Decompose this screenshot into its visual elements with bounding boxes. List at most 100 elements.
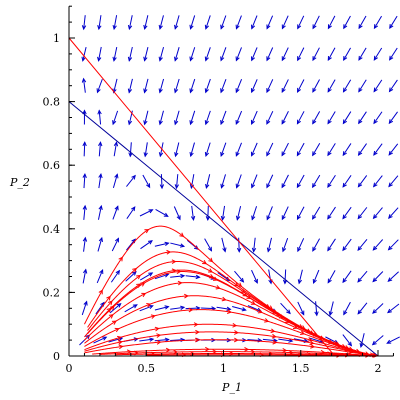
field-arrow: [251, 47, 258, 61]
field-arrow: [247, 339, 262, 342]
field-arrow-head: [235, 151, 240, 157]
field-arrow: [139, 305, 153, 312]
field-arrow-head: [204, 88, 209, 94]
field-arrow-head: [112, 24, 117, 31]
field-arrow: [327, 143, 336, 156]
trajectory-arrow: [154, 326, 160, 332]
field-arrow: [387, 271, 399, 282]
field-arrow: [191, 205, 194, 220]
field-arrow-head: [97, 56, 102, 62]
field-arrow-head: [174, 88, 179, 94]
field-arrow-head: [389, 55, 394, 61]
field-arrow-head: [388, 214, 393, 219]
field-arrow-head: [373, 87, 378, 93]
trajectory-arrow: [195, 329, 200, 335]
field-arrow-head: [327, 182, 332, 188]
field-arrow: [312, 174, 321, 188]
x-tick-label: 1.5: [292, 362, 310, 375]
field-arrow: [235, 110, 243, 125]
field-arrow-head: [328, 311, 333, 317]
trajectory-1: [84, 225, 379, 357]
field-arrow: [387, 303, 400, 313]
y-axis-label: P_2: [9, 176, 30, 189]
field-arrow: [97, 237, 103, 252]
field-arrow: [327, 270, 336, 283]
field-arrow: [176, 174, 179, 189]
field-arrow: [251, 15, 258, 29]
field-arrow-head: [204, 151, 210, 158]
trajectory-arrow: [226, 309, 232, 314]
field-arrow-head: [327, 24, 332, 30]
field-arrow-head: [388, 87, 394, 93]
field-arrow: [357, 175, 368, 188]
y-tick-label: 1: [53, 32, 60, 45]
field-arrow: [373, 47, 383, 61]
field-arrow: [128, 78, 133, 93]
y-tick-label: 0.2: [43, 286, 61, 299]
field-arrow: [170, 242, 185, 247]
trajectory-arrow: [307, 337, 313, 342]
field-arrow: [174, 110, 180, 125]
field-arrow-head: [174, 184, 179, 190]
field-arrow: [220, 78, 227, 93]
field-arrow-head: [281, 183, 286, 189]
field-arrow-head: [195, 274, 201, 280]
field-arrow-head: [163, 212, 169, 217]
field-arrow: [98, 46, 102, 61]
field-arrow-head: [327, 151, 332, 157]
field-arrow-head: [312, 214, 317, 220]
trajectory-arrow: [257, 309, 263, 314]
field-arrow-head: [358, 24, 363, 30]
field-arrow-head: [297, 87, 302, 93]
field-arrow: [236, 174, 242, 188]
trajectory-arrow: [150, 314, 156, 319]
field-arrow-head: [222, 247, 227, 253]
trajectory-arrow: [232, 322, 238, 328]
field-arrow: [372, 303, 384, 314]
field-arrow: [220, 15, 227, 29]
field-arrow: [327, 174, 336, 188]
field-arrow-head: [251, 247, 257, 253]
field-arrow: [388, 143, 399, 156]
field-arrow: [315, 301, 318, 316]
trajectory-arrow: [171, 259, 177, 265]
trajectory-arrow: [244, 347, 250, 352]
field-arrow-head: [251, 215, 256, 221]
field-arrow-head: [387, 277, 393, 282]
field-arrow: [280, 302, 291, 314]
field-arrow: [201, 307, 216, 310]
trajectory-arrow: [250, 300, 256, 305]
field-arrow-head: [148, 209, 154, 214]
trajectory-arrow: [171, 268, 177, 274]
field-arrow-head: [358, 87, 363, 93]
field-arrow: [357, 238, 368, 251]
field-arrow-head: [342, 119, 348, 125]
trajectory-arrow: [111, 320, 117, 325]
field-arrow: [205, 47, 211, 61]
field-arrow: [110, 270, 120, 283]
field-arrow-head: [114, 237, 119, 243]
field-arrow: [126, 206, 136, 219]
field-arrow: [205, 110, 211, 125]
field-arrow-head: [176, 215, 181, 221]
field-arrow-head: [174, 120, 179, 126]
field-arrow: [342, 111, 352, 124]
x-tick-label: 2: [375, 362, 382, 375]
field-arrow-head: [189, 24, 194, 30]
trajectory-arrow: [117, 340, 123, 345]
field-arrow-head: [180, 273, 186, 279]
field-arrow-head: [81, 56, 86, 62]
field-arrow-head: [373, 24, 379, 30]
field-arrow-head: [342, 87, 348, 93]
field-arrow: [95, 302, 105, 315]
field-arrow-head: [327, 119, 332, 125]
field-arrow-head: [220, 24, 225, 30]
field-arrow-head: [127, 24, 133, 31]
field-arrow-head: [98, 141, 103, 147]
field-arrow: [297, 206, 305, 220]
field-arrow-head: [82, 172, 87, 179]
field-arrow: [112, 206, 119, 220]
field-arrow-head: [148, 272, 154, 277]
field-arrow-head: [241, 307, 247, 312]
field-arrow-head: [343, 310, 348, 316]
